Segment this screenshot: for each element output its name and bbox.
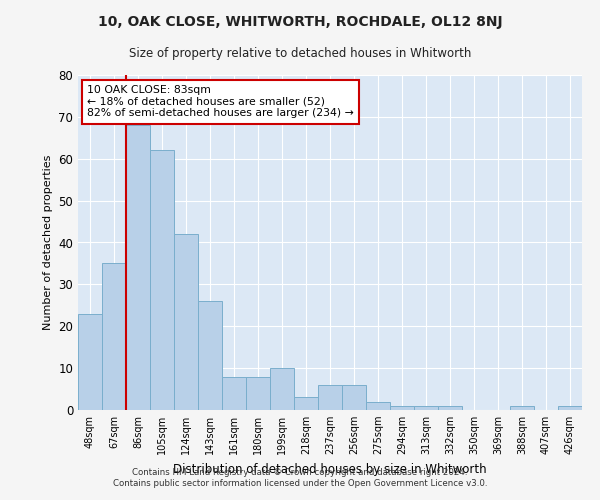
Bar <box>342 385 366 410</box>
Bar <box>438 406 462 410</box>
Bar <box>126 125 150 410</box>
Bar <box>390 406 414 410</box>
Bar <box>198 301 222 410</box>
Bar <box>294 398 318 410</box>
Bar <box>222 376 246 410</box>
Bar <box>366 402 390 410</box>
Bar <box>510 406 534 410</box>
Y-axis label: Number of detached properties: Number of detached properties <box>43 155 53 330</box>
Text: 10 OAK CLOSE: 83sqm
← 18% of detached houses are smaller (52)
82% of semi-detach: 10 OAK CLOSE: 83sqm ← 18% of detached ho… <box>87 85 354 118</box>
Bar <box>102 264 126 410</box>
Bar <box>318 385 342 410</box>
Bar <box>174 234 198 410</box>
Bar <box>558 406 582 410</box>
Text: Contains HM Land Registry data © Crown copyright and database right 2024.
Contai: Contains HM Land Registry data © Crown c… <box>113 468 487 487</box>
Bar <box>78 314 102 410</box>
Text: Size of property relative to detached houses in Whitworth: Size of property relative to detached ho… <box>129 48 471 60</box>
Bar <box>150 150 174 410</box>
Bar <box>246 376 270 410</box>
Bar <box>414 406 438 410</box>
Bar <box>270 368 294 410</box>
X-axis label: Distribution of detached houses by size in Whitworth: Distribution of detached houses by size … <box>173 462 487 475</box>
Text: 10, OAK CLOSE, WHITWORTH, ROCHDALE, OL12 8NJ: 10, OAK CLOSE, WHITWORTH, ROCHDALE, OL12… <box>98 15 502 29</box>
